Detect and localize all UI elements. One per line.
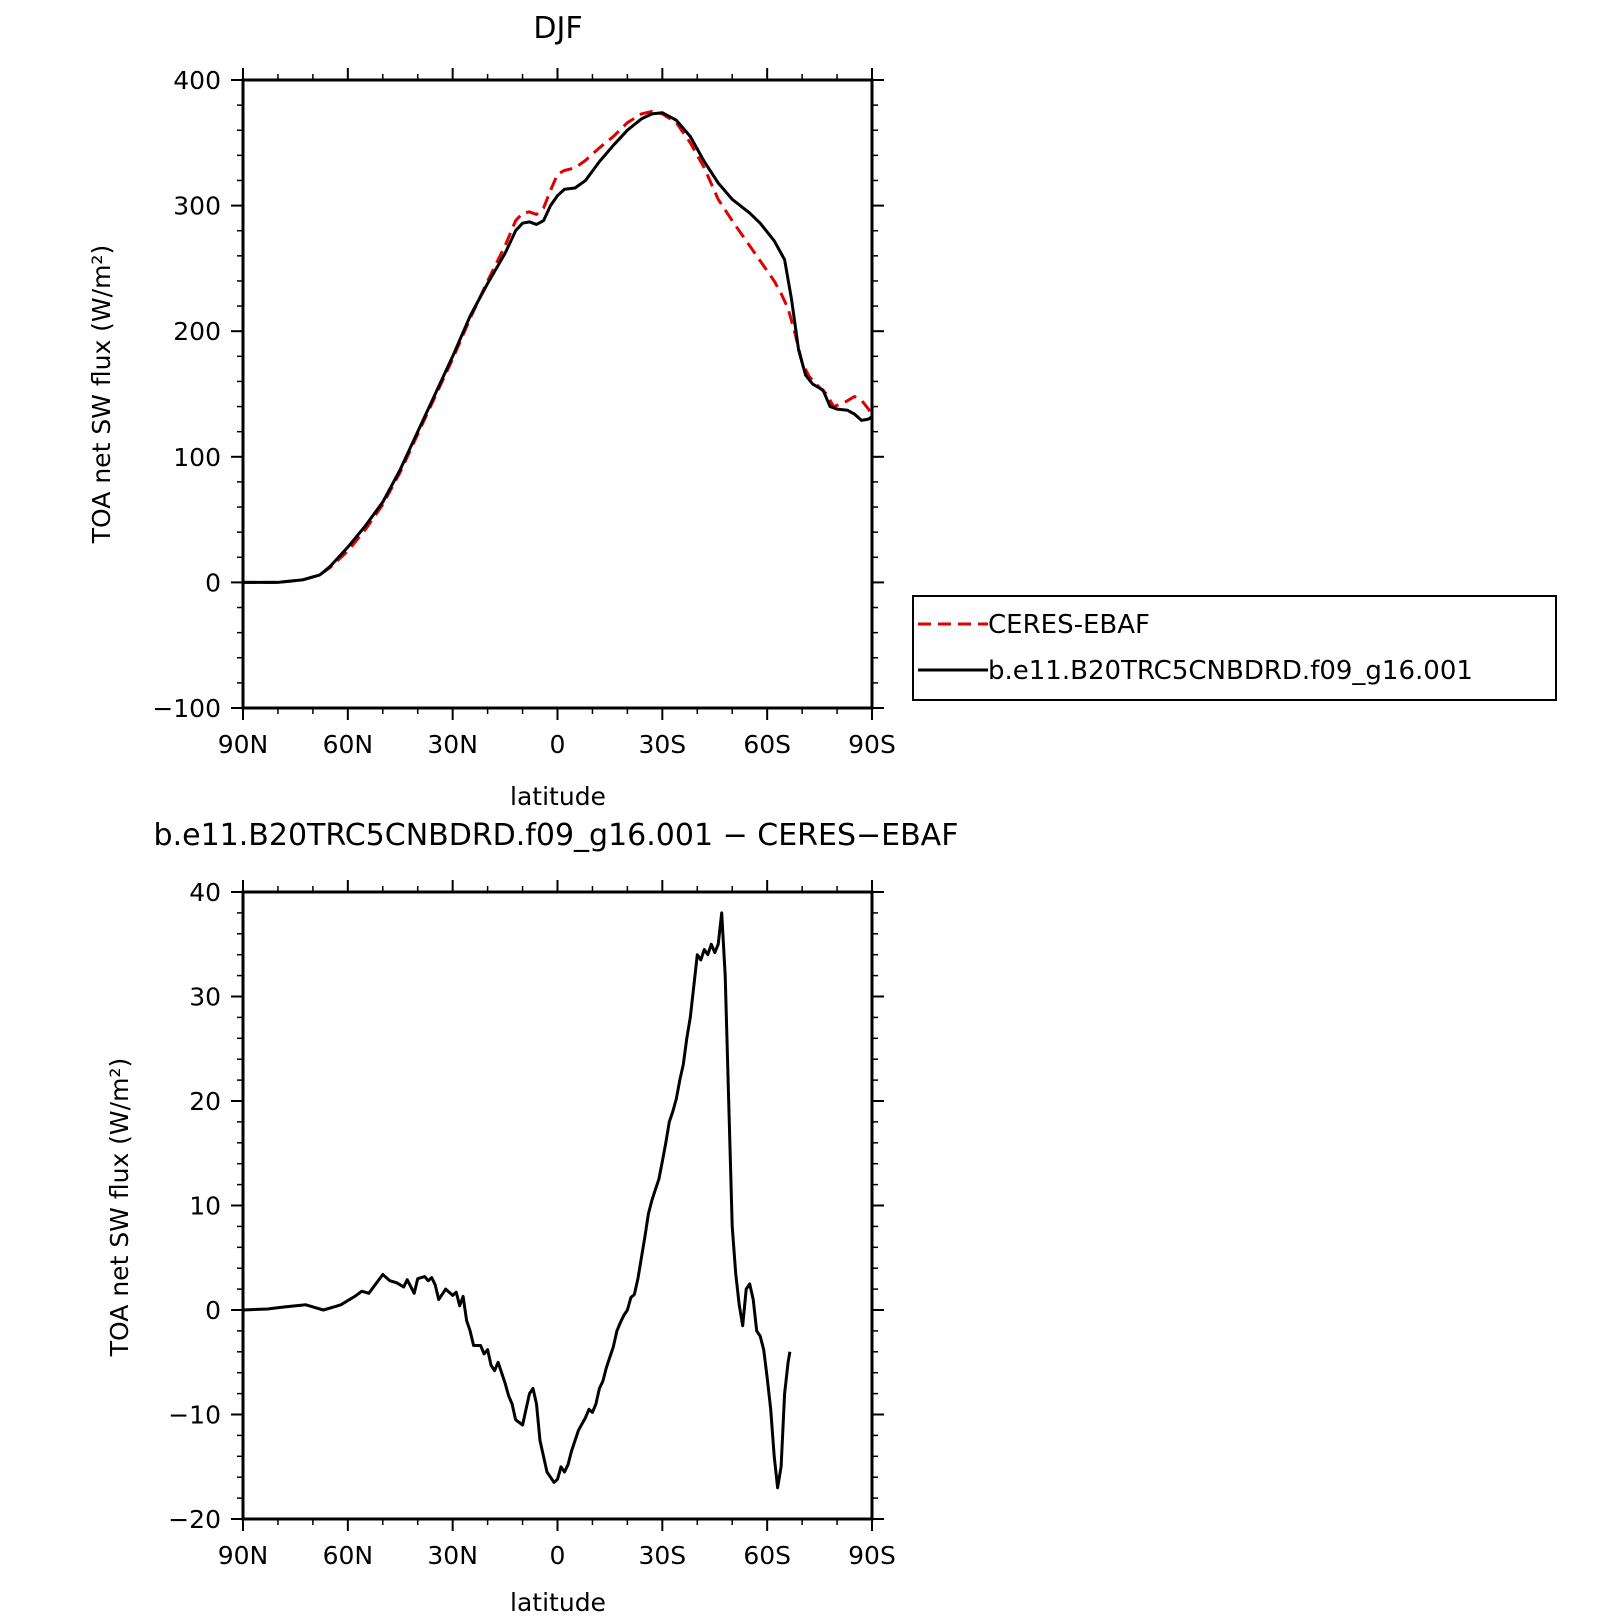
bottom-y-tick-label: 0: [205, 1296, 221, 1325]
top-y-axis-label: TOA net SW flux (W/m²): [87, 245, 116, 544]
bottom-y-tick-label: 30: [189, 983, 221, 1012]
legend-box: [912, 595, 1557, 701]
legend-label-ceres: CERES-EBAF: [988, 610, 1150, 640]
bottom-y-tick-label: 10: [189, 1192, 221, 1221]
bottom-x-tick-label: 90N: [218, 1541, 269, 1570]
bottom-x-tick-label: 90S: [848, 1541, 896, 1570]
bottom-axes: 90N 60N 30N 0 30S 60S 90S 40 30 20 10 0 −10 −20: [168, 878, 896, 1570]
bottom-x-tick-label: 60S: [743, 1541, 791, 1570]
top-series-line-2: [243, 111, 873, 584]
bottom-plot-area: [242, 911, 792, 1490]
top-y-tick-label: 0: [205, 568, 221, 597]
bottom-x-tick-label: 60N: [323, 1541, 374, 1570]
top-y-tick-label: −100: [152, 694, 221, 723]
bottom-y-tick-label: 40: [189, 878, 221, 907]
bottom-panel-title: b.e11.B20TRC5CNBDRD.f09_g16.001 − CERES−…: [154, 818, 959, 853]
bottom-plot-frame: [241, 890, 874, 1521]
top-x-tick-label: 30S: [638, 730, 686, 759]
bottom-y-tick-label: 20: [189, 1087, 221, 1116]
top-y-tick-label: 200: [173, 317, 221, 346]
legend: CERES-EBAF b.e11.B20TRC5CNBDRD.f09_g16.0…: [912, 595, 1557, 701]
bottom-x-axis-label: latitude: [510, 1588, 606, 1617]
top-y-tick-label: 100: [173, 443, 221, 472]
top-x-tick-label: 0: [550, 730, 566, 759]
top-x-axis-label: latitude: [510, 782, 606, 811]
bottom-series-line-1: [242, 911, 792, 1490]
top-series-line-1: [243, 109, 874, 584]
bottom-x-tick-label: 0: [550, 1541, 566, 1570]
bottom-y-tick-label: −10: [168, 1401, 221, 1430]
top-axes: 90N 60N 30N 0 30S 60S 90S 400 300 200 100 0 −100: [152, 66, 896, 759]
top-x-tick-label: 30N: [427, 730, 478, 759]
top-x-tick-label: 90S: [848, 730, 896, 759]
bottom-y-tick-label: −20: [168, 1505, 221, 1534]
bottom-x-tick-label: 30N: [427, 1541, 478, 1570]
top-plot-area: [243, 109, 874, 584]
bottom-panel: b.e11.B20TRC5CNBDRD.f09_g16.001 − CERES−…: [105, 818, 958, 1617]
legend-label-model: b.e11.B20TRC5CNBDRD.f09_g16.001: [988, 656, 1473, 686]
top-x-tick-label: 60N: [323, 730, 374, 759]
top-plot-frame: [241, 78, 874, 710]
top-y-tick-label: 300: [173, 192, 221, 221]
bottom-y-axis-label: TOA net SW flux (W/m²): [105, 1058, 134, 1357]
bottom-x-tick-label: 30S: [638, 1541, 686, 1570]
top-panel: DJF TOA net SW flux (W/m²) latitude 90N 6…: [87, 11, 896, 811]
top-x-tick-label: 90N: [218, 730, 269, 759]
top-x-tick-label: 60S: [743, 730, 791, 759]
top-y-tick-label: 400: [173, 66, 221, 95]
top-panel-title: DJF: [533, 11, 582, 46]
